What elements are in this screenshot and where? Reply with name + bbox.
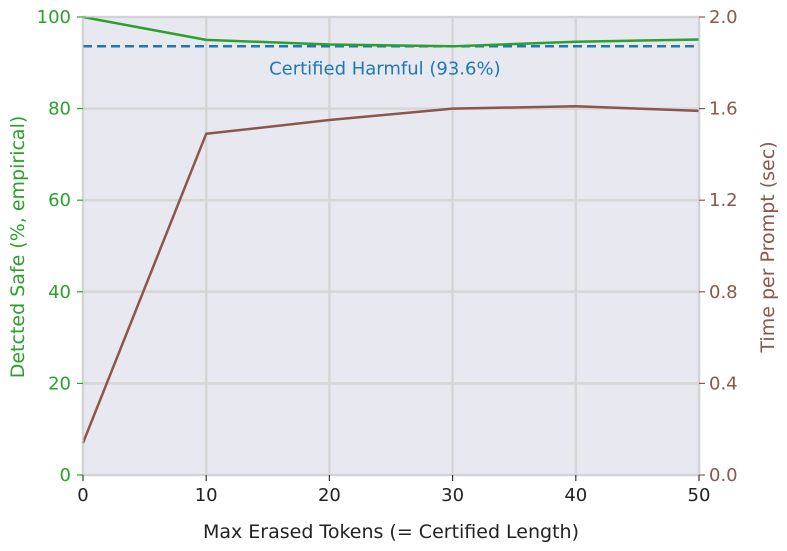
- reference-line-label: Certified Harmful (93.6%): [269, 58, 501, 79]
- x-tick-label: 30: [441, 485, 464, 506]
- x-tick-label: 10: [195, 485, 218, 506]
- y-right-tick-label: 1.2: [709, 190, 738, 211]
- y-right-tick-label: 2.0: [709, 7, 738, 28]
- plot-background: [83, 17, 699, 475]
- y-right-tick-label: 0.0: [709, 465, 738, 486]
- y-right-tick-label: 0.4: [709, 373, 738, 394]
- y-left-tick-label: 0: [60, 465, 71, 486]
- x-tick-label: 50: [688, 485, 711, 506]
- y-axis-left-title: Detcted Safe (%, empirical): [7, 116, 29, 379]
- y-axis-right-title: Time per Prompt (sec): [757, 141, 779, 353]
- x-axis-title: Max Erased Tokens (= Certified Length): [203, 521, 579, 543]
- y-right-tick-label: 0.8: [709, 282, 738, 303]
- y-left-tick-label: 40: [48, 282, 71, 303]
- y-left-tick-label: 100: [37, 7, 71, 28]
- y-left-tick-label: 60: [48, 190, 71, 211]
- x-tick-label: 0: [77, 485, 88, 506]
- x-tick-label: 40: [564, 485, 587, 506]
- y-right-tick-label: 1.6: [709, 99, 738, 120]
- y-left-tick-label: 80: [48, 99, 71, 120]
- y-left-tick-label: 20: [48, 373, 71, 394]
- x-tick-label: 20: [318, 485, 341, 506]
